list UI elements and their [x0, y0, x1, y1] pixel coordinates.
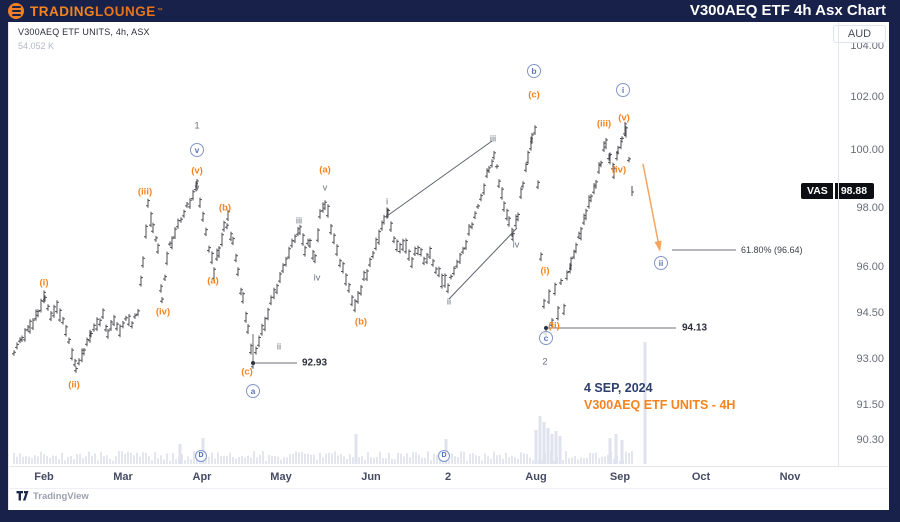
- last-price-value: 98.88: [834, 183, 875, 199]
- symbol-legend[interactable]: V300AEQ ETF UNITS, 4h, ASX 54.052 K: [18, 27, 150, 51]
- currency-button[interactable]: AUD: [833, 25, 886, 43]
- tradinglounge-brand[interactable]: TRADING LOUNGE ™: [8, 1, 163, 21]
- page-title: V300AEQ ETF 4h Asx Chart: [689, 2, 886, 19]
- chart-callout: 4 SEP, 2024 V300AEQ ETF UNITS - 4H: [584, 381, 735, 412]
- last-price-symbol: VAS: [801, 183, 833, 199]
- trademark-symbol: ™: [156, 8, 163, 14]
- header-bar: TRADING LOUNGE ™ V300AEQ ETF 4h Asx Chart: [0, 0, 900, 22]
- time-axis[interactable]: [8, 467, 838, 488]
- price-axis-divider: [838, 22, 839, 466]
- price-axis[interactable]: [839, 22, 888, 466]
- time-axis-divider: [8, 466, 888, 467]
- callout-series: V300AEQ ETF UNITS - 4H: [584, 398, 736, 412]
- callout-date: 4 SEP, 2024: [584, 381, 653, 395]
- tradingview-text: TradingView: [33, 490, 89, 502]
- tradingview-attribution[interactable]: TradingView: [16, 490, 89, 502]
- chart-card: [8, 22, 889, 510]
- tradingview-logo-icon: [16, 491, 29, 501]
- volume-readout: 54.052 K: [18, 41, 55, 51]
- brand-lounge-text: LOUNGE: [95, 3, 156, 19]
- brand-trading-text: TRADING: [30, 3, 95, 19]
- last-price-badge: VAS 98.88: [801, 183, 875, 199]
- tradinglounge-logo-icon: [8, 3, 24, 19]
- symbol-title: V300AEQ ETF UNITS, 4h, ASX: [18, 27, 150, 37]
- attribution-divider: [8, 488, 888, 489]
